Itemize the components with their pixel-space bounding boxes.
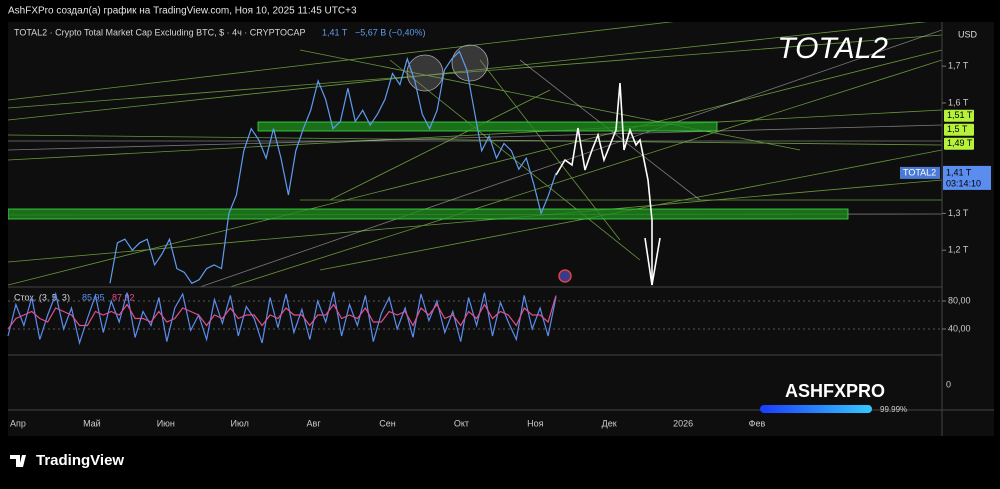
price-badge [944, 109, 974, 122]
chart-area [8, 22, 994, 436]
y-tick-label: 1,6 T [948, 97, 969, 107]
stoch-d-value: 87,92 [112, 292, 135, 302]
y-tick-label: 40,00 [948, 323, 971, 333]
logo-name: ASHFXPRO [785, 381, 885, 401]
x-tick-label: Июн [157, 418, 175, 428]
x-tick-label: Ноя [527, 418, 544, 428]
price-badge [944, 123, 974, 136]
y-tick-label: 1,7 T [948, 61, 969, 71]
x-tick-label: Июл [231, 418, 249, 428]
line [7, 295, 557, 330]
brand-icon [10, 455, 26, 467]
logo-progress: 99.99% [880, 405, 907, 414]
stoch-k-value: 85,95 [82, 292, 105, 302]
x-tick-label: Сен [379, 418, 396, 428]
price-badge-label: 1,51 T [947, 110, 973, 120]
x-tick-label: 2026 [673, 418, 693, 428]
countdown: 03:14:10 [946, 178, 981, 188]
stoch-title: Стох. (3, 5, 3) [14, 292, 70, 302]
last-label: 1,41 T [946, 167, 972, 177]
legend-last: 1,41 T [322, 27, 348, 37]
watermark: TOTAL2 [777, 32, 888, 65]
y-tick-label: 1,2 T [948, 245, 969, 255]
last-badge [943, 165, 991, 190]
last-name: TOTAL2 [903, 167, 936, 177]
x-tick-label: Окт [454, 418, 469, 428]
price-badge [944, 137, 974, 150]
brand: TradingView [36, 452, 124, 469]
legend-change: −5,67 B (−0,40%) [355, 27, 426, 37]
currency: USD [958, 29, 978, 39]
line [109, 50, 557, 285]
x-tick-label: Фев [749, 418, 766, 428]
price-badge-label: 1,5 T [947, 124, 968, 134]
legend-title: TOTAL2 · Crypto Total Market Cap Excludi… [14, 27, 305, 37]
x-tick-label: Апр [10, 418, 26, 428]
y-tick-label: 1,3 T [948, 208, 969, 218]
x-tick-label: Май [83, 418, 101, 428]
header: AshFXPro создал(а) график на TradingView… [8, 5, 357, 17]
x-tick-label: Авг [307, 418, 322, 428]
y-tick-label: 80,00 [948, 295, 971, 305]
last-name-badge [900, 166, 940, 179]
logo-bar [760, 405, 872, 413]
pane-tick-label: 0 [946, 379, 951, 389]
price-badge-label: 1,49 T [947, 138, 973, 148]
event-icon[interactable] [558, 269, 572, 283]
x-tick-label: Дек [602, 418, 617, 428]
